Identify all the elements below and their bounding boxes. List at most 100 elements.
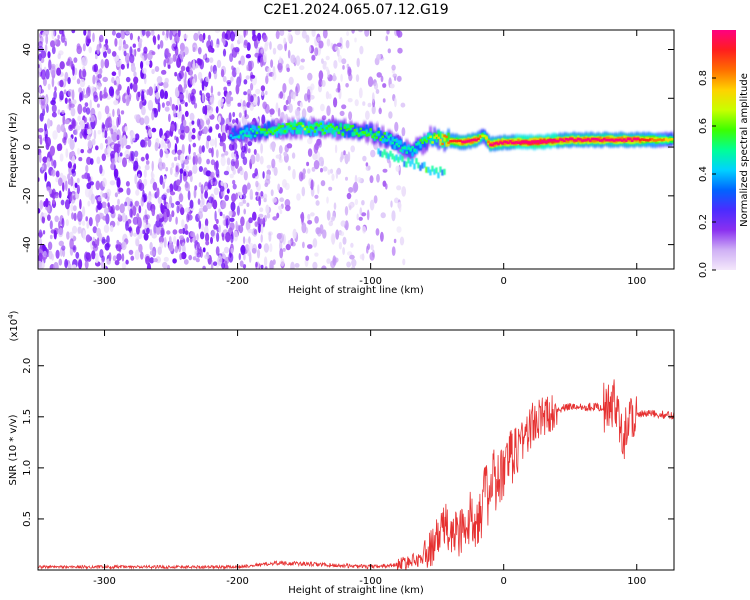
spectrogram-ridge-cell — [419, 139, 422, 142]
spectrogram-noise-blob — [188, 143, 191, 155]
spectrogram-noise-blob — [135, 226, 140, 235]
spectrogram-noise-blob — [91, 240, 96, 246]
spectrogram-noise-blob — [279, 30, 285, 36]
spectrogram-noise-blob — [330, 232, 336, 244]
spectrogram-noise-blob — [74, 136, 77, 143]
spectrogram-noise-blob — [204, 104, 208, 116]
spectrogram-ridge-cell — [325, 127, 329, 130]
spectrogram-noise-blob — [101, 201, 107, 209]
spectrogram-ridge-cell — [307, 130, 311, 133]
spectrogram-noise-blob — [147, 52, 153, 61]
spectrogram-noise-blob — [220, 69, 225, 78]
spectrogram-noise-blob — [232, 119, 236, 124]
spectrogram-noise-blob — [46, 157, 51, 168]
spectrogram-noise-blob — [171, 210, 175, 218]
spectrogram-noise-blob — [125, 52, 131, 64]
spectrogram-noise-blob — [174, 32, 180, 44]
spectrogram-ridge-cell — [369, 129, 372, 135]
spectrogram-ridge-cell — [295, 129, 299, 134]
spectrogram-ridge-cell — [622, 138, 626, 141]
spectrogram-noise-blob — [248, 217, 253, 224]
spectrogram-noise-blob — [99, 34, 104, 43]
spectrogram-noise-blob — [288, 103, 293, 113]
spectrogram-ridge-cell — [618, 138, 622, 141]
spectrogram-noise-blob — [87, 172, 91, 182]
spectrogram-ridge-cell — [445, 135, 448, 139]
spectrogram-ridge-cell — [271, 120, 275, 131]
spectrogram-noise-blob — [149, 250, 156, 256]
spectrogram-ridge-cell — [405, 161, 408, 168]
spectrogram-ridge-cell — [624, 139, 628, 142]
spectrogram-ridge-cell — [437, 133, 440, 139]
spectrogram-ridge-cell — [642, 138, 646, 141]
snr-frame — [37, 329, 675, 571]
spectrogram-noise-blob — [299, 65, 305, 71]
spectrogram-noise-blob — [73, 212, 77, 222]
y-tick-label: 20 — [22, 92, 33, 105]
spectrogram-noise-blob — [235, 84, 240, 95]
spectrogram-ridge-cell — [387, 153, 390, 160]
spectrogram-noise-blob — [192, 78, 196, 86]
spectrogram-ridge-cell — [425, 139, 428, 150]
spectrogram-noise-blob — [254, 96, 258, 105]
spectrogram-ridge-cell — [347, 127, 351, 131]
spectrogram-ridge-cell — [599, 139, 602, 142]
spectrogram-noise-blob — [224, 33, 228, 40]
spectrogram-noise-blob — [209, 126, 213, 132]
spectrogram-noise-blob — [320, 167, 323, 173]
spectrogram-ridge-cell — [658, 138, 662, 141]
spectrogram-noise-blob — [174, 71, 178, 77]
spectrogram-noise-blob — [42, 250, 47, 258]
spectrogram-ridge-cell — [339, 127, 343, 130]
spectrogram-noise-blob — [314, 47, 319, 57]
spectrogram-noise-blob — [136, 213, 140, 219]
spectrogram-ridge-cell — [353, 129, 357, 132]
spectrogram-noise-blob — [57, 177, 63, 187]
spectrogram-noise-blob — [64, 71, 69, 82]
spectrogram-noise-blob — [228, 252, 234, 263]
spectrogram-noise-blob — [286, 67, 291, 73]
spectrogram-ridge-cell — [595, 138, 598, 141]
spectrogram-ridge-cell — [459, 139, 462, 143]
spectrogram-noise-blob — [230, 201, 236, 212]
spectrogram-ridge-cell — [285, 123, 289, 126]
spectrogram-noise-blob — [215, 168, 220, 178]
spectrogram-noise-blob — [165, 100, 171, 107]
spectrogram-noise-blob — [179, 153, 185, 164]
spectrogram-noise-blob — [159, 148, 164, 158]
spectrogram-noise-blob — [68, 192, 73, 202]
spectrogram-ridge-cell — [231, 136, 235, 139]
spectrogram-noise-blob — [67, 161, 72, 169]
spectrogram-noise-blob — [61, 245, 66, 251]
spectrogram-noise-blob — [137, 47, 141, 52]
spectrogram-noise-blob — [259, 207, 264, 213]
spectrogram-noise-blob — [179, 235, 185, 241]
spectrogram-ridge-cell — [273, 129, 277, 133]
spectrogram-ridge-cell — [423, 140, 426, 148]
spectrogram-noise-blob — [157, 34, 160, 41]
spectrogram-ridge-cell — [303, 128, 307, 135]
spectrogram-noise-blob — [218, 133, 221, 139]
spectrogram-noise-blob — [240, 216, 245, 227]
spectrogram-ridge-cell — [431, 165, 434, 172]
spectrogram-ridge-cell — [271, 128, 275, 136]
spectrogram-noise-blob — [87, 30, 91, 40]
spectrogram-noise-blob — [287, 165, 291, 171]
spectrogram-noise-blob — [354, 174, 358, 184]
spectrogram-noise-blob — [229, 173, 234, 179]
spectrogram-noise-blob — [243, 79, 248, 85]
spectrogram-noise-blob — [262, 52, 267, 63]
spectrogram-noise-blob — [67, 77, 71, 85]
spectrogram-noise-blob — [144, 137, 149, 142]
spectrogram-ridge-cell — [397, 156, 400, 163]
spectrogram-noise-blob — [163, 175, 167, 184]
spectrogram-noise-blob — [258, 223, 261, 234]
spectrogram-noise-blob — [318, 40, 324, 49]
spectrogram-ridge-cell — [399, 154, 402, 161]
spectrogram-noise-blob — [186, 213, 190, 223]
spectrogram-noise-blob — [96, 44, 100, 55]
spectrogram-noise-blob — [59, 153, 64, 162]
spectrogram-noise-blob — [77, 115, 81, 122]
spectrogram-noise-blob — [113, 164, 117, 176]
spectrogram-noise-blob — [272, 216, 278, 221]
